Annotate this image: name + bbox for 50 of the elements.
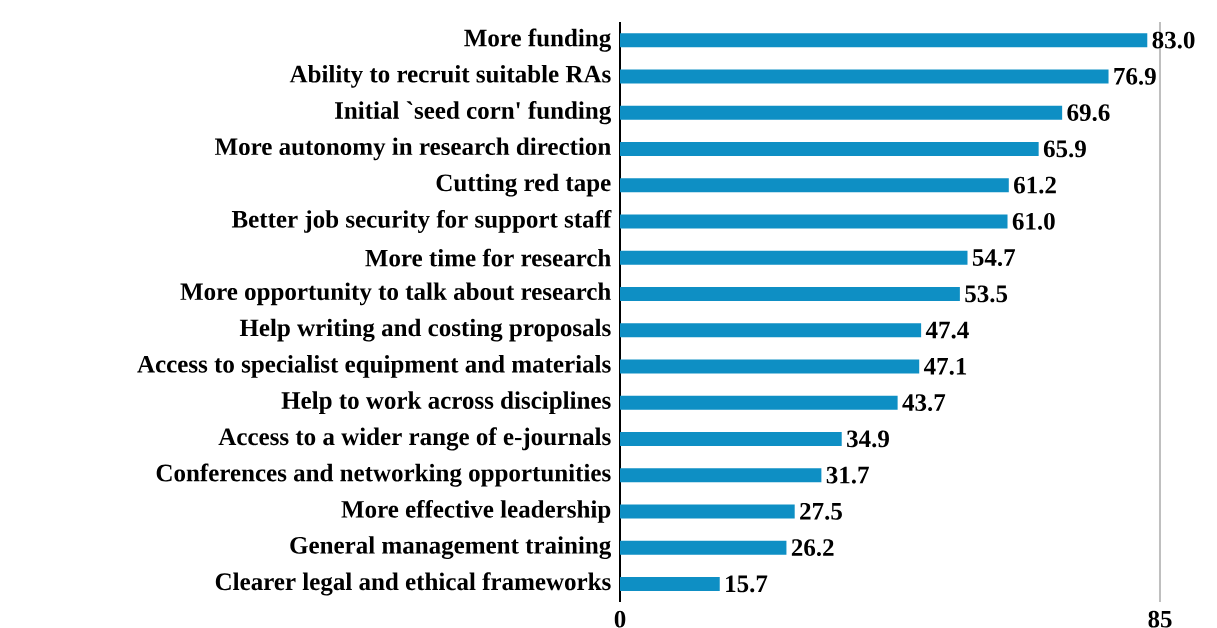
data-label: 47.1 (923, 357, 967, 375)
y-tick-label: Clearer legal and ethical frameworks (215, 572, 611, 596)
y-tick-label: More effective leadership (341, 499, 611, 523)
data-label: 61.2 (1014, 176, 1056, 194)
data-label: 83.0 (1152, 31, 1195, 49)
y-tick-label: Access to specialist equipment and materials (137, 355, 611, 378)
y-tick-label: Help to work across disciplines (281, 391, 611, 414)
y-tick-label: More autonomy in research direction (214, 137, 611, 161)
data-label: 54.7 (972, 249, 1016, 267)
y-tick-label: Initial `seed corn' funding (334, 101, 612, 125)
data-label: 26.2 (791, 539, 834, 557)
data-label: 53.5 (965, 285, 1008, 303)
data-label: 65.9 (1043, 140, 1086, 158)
y-tick-label: More time for research (365, 248, 611, 267)
y-tick-label: Access to a wider range of e-journals (218, 427, 611, 451)
bar (620, 540, 787, 555)
bar (620, 250, 968, 265)
data-label: 27.5 (800, 502, 842, 520)
y-tick-label: More opportunity to talk about research (180, 282, 611, 306)
bar (620, 576, 720, 591)
data-label: 15.7 (726, 575, 768, 593)
data-label: 43.7 (902, 394, 946, 412)
y-tick-label: Cutting red tape (436, 173, 611, 197)
bar (620, 286, 960, 301)
y-tick-label: Better job security for support staff (231, 209, 612, 233)
y-tick-label: More funding (464, 28, 611, 52)
bar (620, 468, 822, 483)
bar (620, 431, 842, 446)
bar (620, 214, 1008, 229)
bar (620, 178, 1009, 193)
y-tick-label: Help writing and costing proposals (239, 318, 611, 342)
bar (620, 141, 1039, 156)
bar (620, 504, 795, 519)
bar (620, 359, 920, 374)
bar (620, 323, 922, 338)
bar (620, 69, 1109, 84)
data-label: 76.9 (1114, 67, 1156, 85)
data-label: 47.4 (925, 321, 969, 339)
bar (620, 33, 1148, 48)
data-label: 34.9 (847, 430, 889, 448)
x-tick-label: 0 (614, 610, 626, 628)
x-tick-label: 85 (1148, 610, 1172, 628)
data-label: 31.7 (826, 466, 869, 484)
bar (620, 395, 898, 410)
data-label: 61.0 (1012, 212, 1055, 230)
data-label: 69.6 (1067, 104, 1110, 122)
y-tick-label: Conferences and networking opportunities (156, 463, 611, 487)
y-tick-label: Ability to recruit suitable RAs (289, 65, 611, 88)
bar (620, 105, 1063, 120)
y-tick-label: General management training (290, 536, 612, 560)
